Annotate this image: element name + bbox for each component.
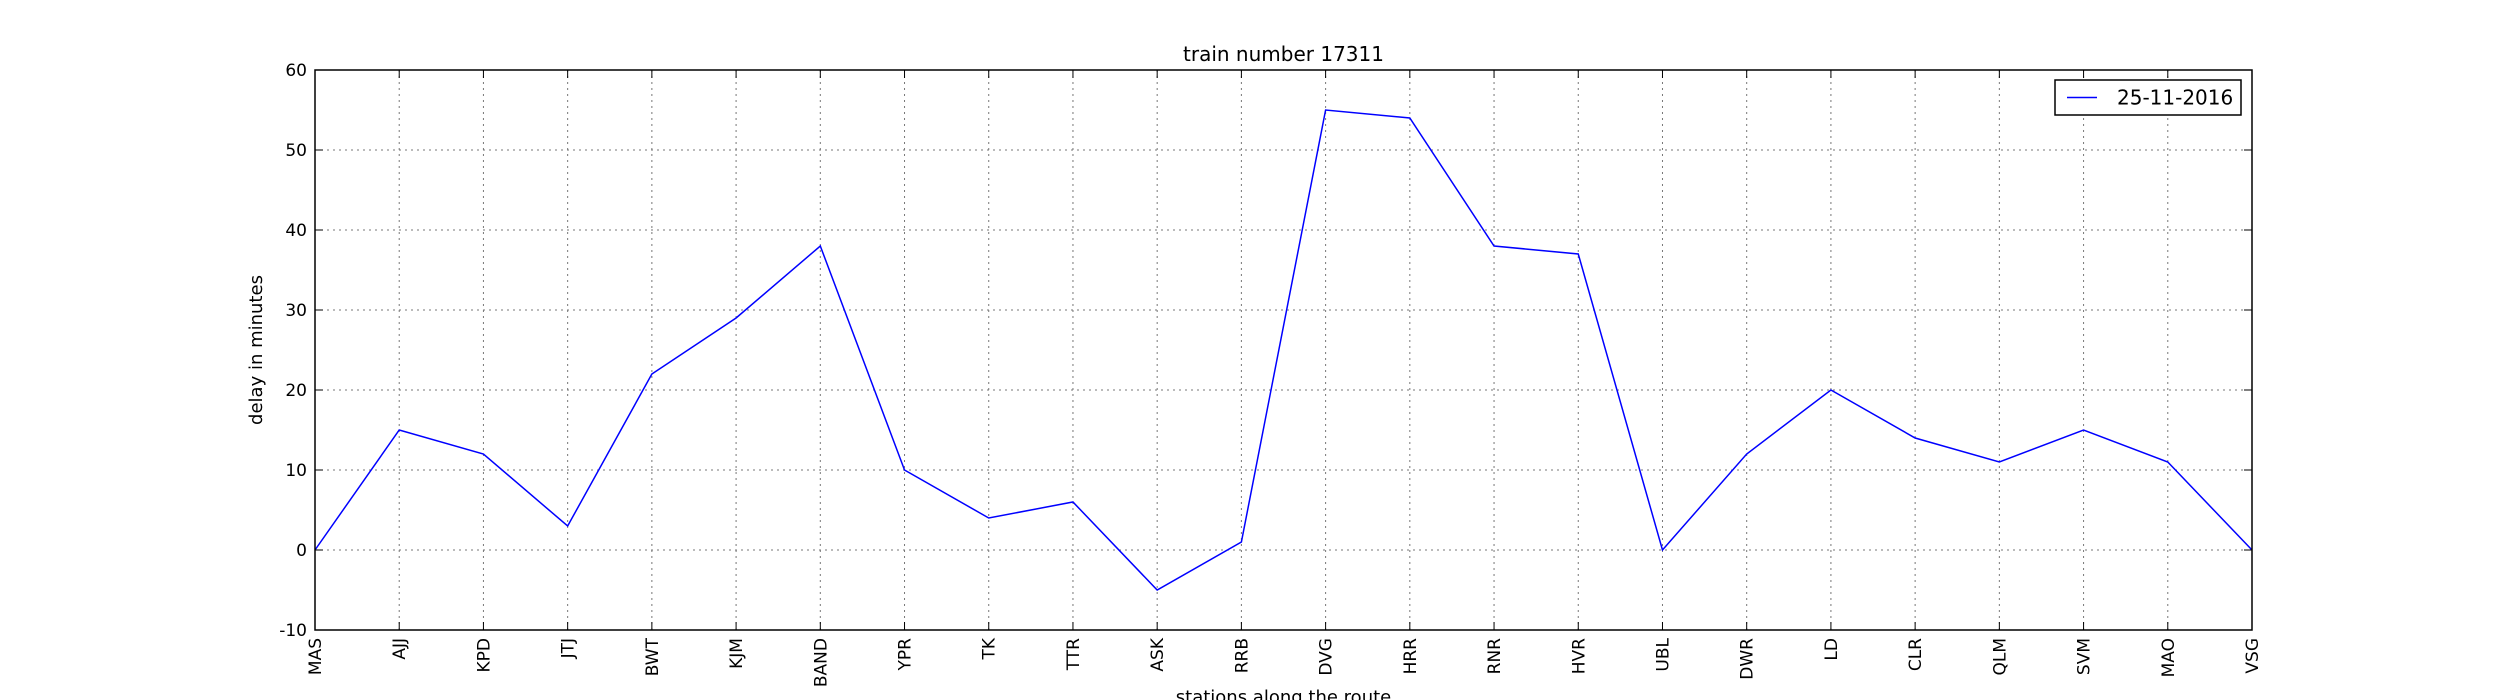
data-point — [1072, 501, 1074, 503]
x-tick-label: UBL — [1653, 637, 1673, 671]
y-tick-label: 0 — [296, 541, 307, 561]
x-tick-label: DWR — [1738, 638, 1758, 680]
x-tick-label: KJM — [727, 638, 747, 669]
data-point — [1409, 117, 1411, 119]
chart-title: train number 17311 — [1183, 42, 1384, 66]
x-axis-label: stations along the route — [1176, 687, 1391, 700]
data-point — [2083, 429, 2085, 431]
data-point — [1240, 541, 1242, 543]
x-tick-label: ASK — [1148, 637, 1168, 671]
data-point — [735, 317, 737, 319]
series-lines — [314, 109, 2253, 591]
x-tick-label: BWT — [643, 637, 663, 676]
y-axis-ticks: -10 0 10 20 30 40 50 60 — [279, 61, 2252, 641]
data-point — [1830, 389, 1832, 391]
data-point — [1746, 453, 1748, 455]
data-point — [1914, 437, 1916, 439]
series-line — [314, 109, 2253, 591]
x-tick-label: DVG — [1317, 638, 1337, 676]
y-tick-label: 40 — [285, 221, 307, 241]
y-tick-label: 10 — [285, 461, 307, 481]
data-point — [1325, 109, 1327, 111]
x-tick-label: CLR — [1906, 638, 1926, 671]
data-point — [651, 373, 653, 375]
x-tick-label: VSG — [2243, 638, 2263, 674]
data-point — [1577, 253, 1579, 255]
x-tick-label: MAO — [2159, 638, 2179, 677]
x-tick-label: SVM — [2075, 638, 2095, 675]
y-tick-label: 30 — [285, 301, 307, 321]
x-tick-label: YPR — [896, 638, 916, 672]
x-axis-ticks: MAS AJJ KPD JTJ BWT KJM BAND YPR TK TTR ASK RRB DVG H… — [306, 70, 2263, 687]
x-tick-label: TTR — [1064, 638, 1084, 671]
data-point — [567, 525, 569, 527]
x-tick-label: AJJ — [390, 638, 410, 660]
data-point — [904, 469, 906, 471]
data-point — [819, 245, 821, 247]
data-point — [988, 517, 990, 519]
y-tick-label: 60 — [285, 61, 307, 81]
x-tick-label: BAND — [811, 638, 831, 687]
x-tick-label: LD — [1822, 638, 1842, 661]
x-tick-label: RRB — [1232, 638, 1252, 673]
y-tick-label: -10 — [279, 621, 307, 641]
x-tick-label: TK — [980, 637, 1000, 660]
x-tick-label: QLM — [1990, 638, 2010, 676]
data-point — [1998, 461, 2000, 463]
y-tick-label: 50 — [285, 141, 307, 161]
data-point — [398, 429, 400, 431]
legend-label: 25-11-2016 — [2117, 86, 2233, 110]
y-tick-label: 20 — [285, 381, 307, 401]
data-point — [1493, 245, 1495, 247]
x-tick-label: HRR — [1401, 638, 1421, 675]
legend: 25-11-2016 — [2054, 79, 2242, 116]
plot-frame — [314, 69, 2253, 631]
data-point — [1156, 589, 1158, 591]
data-point — [1661, 549, 1663, 551]
x-tick-label: MAS — [306, 638, 326, 675]
y-axis-label: delay in minutes — [246, 275, 267, 425]
x-tick-label: KPD — [474, 638, 494, 673]
data-point — [2167, 461, 2169, 463]
data-point — [482, 453, 484, 455]
x-tick-label: HVR — [1569, 638, 1589, 674]
x-tick-label: JTJ — [559, 638, 579, 659]
x-tick-label: RNR — [1485, 638, 1505, 675]
